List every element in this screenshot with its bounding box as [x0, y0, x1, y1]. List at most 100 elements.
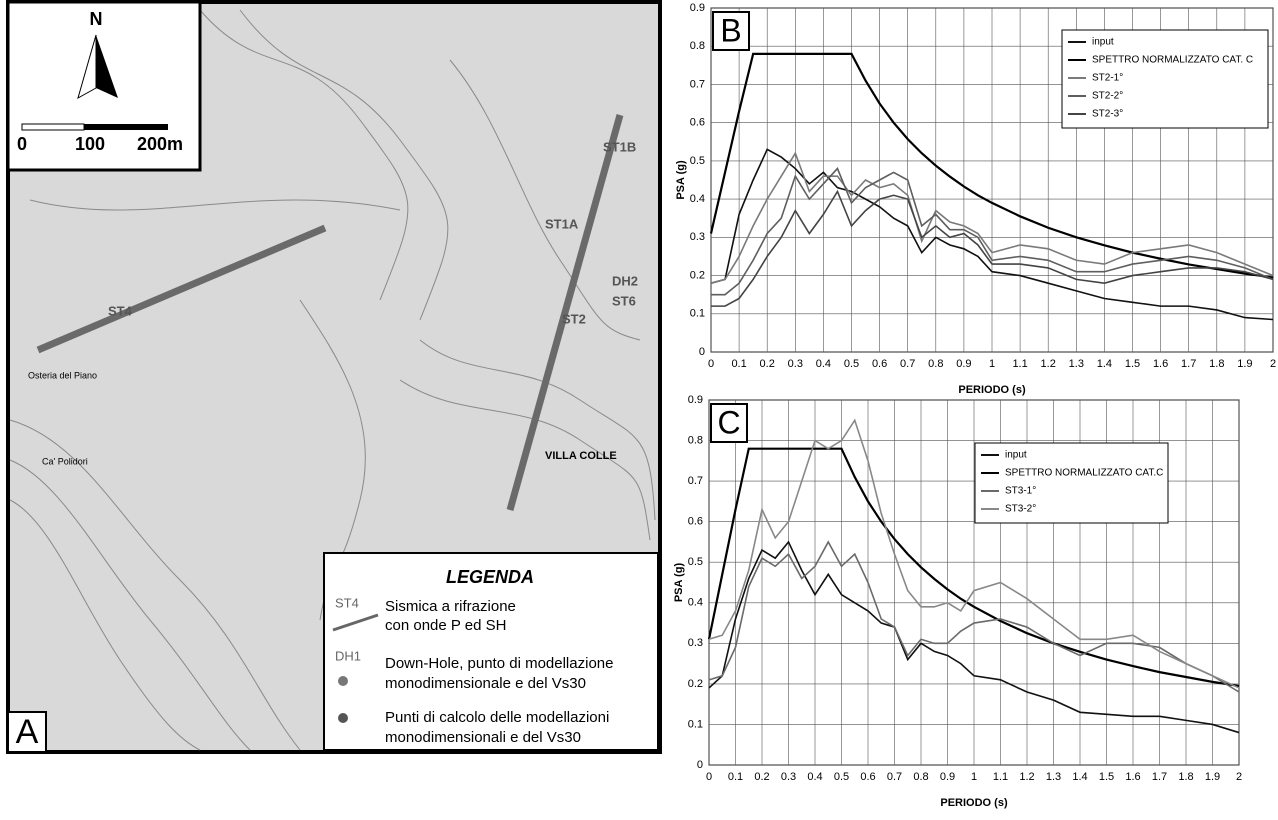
- x-tick-label: 1.9: [1205, 771, 1220, 783]
- y-tick-label: 0.6: [690, 117, 705, 129]
- x-tick-label: 0.8: [913, 771, 928, 783]
- panel-box: [712, 11, 750, 51]
- x-tick-label: 1.3: [1069, 358, 1084, 370]
- x-tick-label: 1: [989, 358, 995, 370]
- x-tick-label: 0.9: [956, 358, 971, 370]
- y-tick-label: 0.5: [690, 155, 705, 167]
- x-tick-label: 0.8: [928, 358, 943, 370]
- legend-label: ST2-2°: [1092, 91, 1123, 102]
- x-tick-label: 1.6: [1153, 358, 1168, 370]
- st4-line: [36, 224, 327, 354]
- map-panel: N 0 100 200m Osteria del Piano Ca' Polid…: [6, 0, 662, 754]
- x-tick-label: 0.7: [887, 771, 902, 783]
- scale-label: 0: [17, 134, 27, 154]
- y-tick-label: 0.3: [690, 231, 705, 243]
- x-tick-label: 1.7: [1152, 771, 1167, 783]
- x-tick-label: 0.1: [731, 358, 746, 370]
- panel-label: A: [16, 713, 39, 751]
- legend-symbol: ST4: [335, 595, 359, 610]
- y-tick-label: 0.2: [690, 269, 705, 281]
- x-tick-label: 1.1: [1012, 358, 1027, 370]
- y-axis-label: PSA (g): [675, 160, 687, 200]
- x-tick-label: 1.2: [1041, 358, 1056, 370]
- legend-text: monodimensionale e del Vs30: [385, 675, 586, 692]
- y-tick-label: 0.4: [688, 597, 703, 609]
- legend-label: input: [1092, 37, 1114, 48]
- x-tick-label: 1.2: [1019, 771, 1034, 783]
- y-tick-label: 0.5: [688, 556, 703, 568]
- y-tick-label: 0.9: [688, 394, 703, 406]
- x-tick-label: 1.6: [1125, 771, 1140, 783]
- legend-text: Sismica a rifrazione: [385, 598, 516, 615]
- scale-bar: [21, 123, 85, 131]
- x-tick-label: 2: [1236, 771, 1242, 783]
- place-label: ST1A: [545, 216, 579, 231]
- x-tick-label: 0.5: [834, 771, 849, 783]
- x-tick-label: 1.8: [1178, 771, 1193, 783]
- y-tick-label: 0: [699, 346, 705, 358]
- legend-text: con onde P ed SH: [385, 617, 506, 634]
- place-label: DH2: [612, 273, 638, 288]
- legend-dot: [338, 676, 348, 686]
- y-tick-label: 0.7: [688, 475, 703, 487]
- legend-box: [974, 442, 1169, 524]
- st-line: [506, 114, 624, 511]
- legend-box: [1061, 29, 1269, 129]
- legend-symbol: DH1: [335, 648, 361, 663]
- legend-label: input: [1005, 450, 1027, 461]
- x-tick-label: 1: [971, 771, 977, 783]
- x-tick-label: 1.5: [1099, 771, 1114, 783]
- place-label: ST6: [612, 293, 636, 308]
- legend-label: ST3-1°: [1005, 486, 1036, 497]
- y-tick-label: 0.8: [690, 40, 705, 52]
- y-axis-label: PSA (g): [673, 563, 685, 603]
- y-tick-label: 0.6: [688, 516, 703, 528]
- y-tick-label: 0.9: [690, 2, 705, 14]
- legend-box: [323, 552, 659, 751]
- place-label: ST2: [562, 311, 586, 326]
- x-tick-label: 0.6: [872, 358, 887, 370]
- x-tick-label: 2: [1270, 358, 1276, 370]
- x-tick-label: 1.4: [1072, 771, 1087, 783]
- series-line: [708, 540, 1240, 734]
- y-tick-label: 0.8: [688, 434, 703, 446]
- place-label: ST1B: [603, 139, 636, 154]
- y-tick-label: 0.7: [690, 78, 705, 90]
- place-label: Osteria del Piano: [28, 370, 97, 380]
- legend-dot: [338, 713, 348, 723]
- panel-label: B: [720, 12, 741, 48]
- north-arrow: [96, 35, 118, 98]
- scale-label: 100: [75, 134, 105, 154]
- panel-box: [710, 403, 748, 443]
- x-tick-label: 1.5: [1125, 358, 1140, 370]
- x-tick-label: 0.5: [844, 358, 859, 370]
- legend-label: ST3-2°: [1005, 504, 1036, 515]
- series-line: [710, 148, 1274, 321]
- place-label: VILLA COLLE: [545, 450, 617, 462]
- legend-text: Down-Hole, punto di modellazione: [385, 655, 613, 672]
- series-line: [711, 189, 1274, 307]
- legend-line: [332, 613, 379, 632]
- place-label: Ca' Polidori: [42, 456, 88, 466]
- x-tick-label: 1.8: [1209, 358, 1224, 370]
- x-tick-label: 0.3: [788, 358, 803, 370]
- y-tick-label: 0.1: [688, 718, 703, 730]
- x-tick-label: 0.2: [754, 771, 769, 783]
- y-tick-label: 0: [697, 759, 703, 771]
- x-axis-label: PERIODO (s): [958, 384, 1026, 396]
- series-line: [708, 418, 1240, 689]
- legend-label: ST2-3°: [1092, 109, 1123, 120]
- panel-box: [7, 711, 47, 753]
- place-label: ST4: [108, 303, 133, 318]
- x-tick-label: 1.7: [1181, 358, 1196, 370]
- x-tick-label: 0: [706, 771, 712, 783]
- x-tick-label: 0: [708, 358, 714, 370]
- legend-text: Punti di calcolo delle modellazioni: [385, 709, 609, 726]
- x-tick-label: 0.4: [816, 358, 831, 370]
- x-tick-label: 0.2: [760, 358, 775, 370]
- x-tick-label: 1.9: [1237, 358, 1252, 370]
- scale-bar: [84, 124, 168, 130]
- legend-title: LEGENDA: [446, 567, 534, 587]
